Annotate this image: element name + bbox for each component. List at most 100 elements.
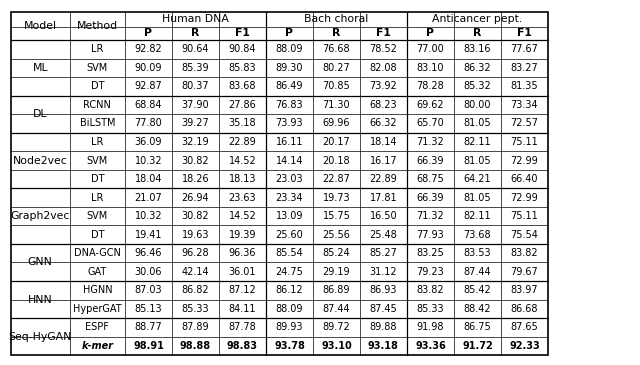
Text: 29.19: 29.19 xyxy=(323,267,350,277)
Bar xyxy=(313,207,360,226)
Text: 17.81: 17.81 xyxy=(370,193,397,203)
Bar xyxy=(407,170,454,188)
Bar xyxy=(172,77,219,96)
Bar xyxy=(454,188,501,207)
Text: 83.82: 83.82 xyxy=(511,248,538,258)
Text: 16.11: 16.11 xyxy=(276,137,303,147)
Bar xyxy=(125,188,172,207)
Bar xyxy=(125,133,172,151)
Bar xyxy=(266,77,313,96)
Bar xyxy=(313,77,360,96)
Text: F1: F1 xyxy=(376,28,391,38)
Bar xyxy=(11,40,70,96)
Text: 65.70: 65.70 xyxy=(417,118,444,128)
Bar xyxy=(125,58,172,77)
Bar xyxy=(11,12,548,355)
Bar xyxy=(266,114,313,133)
Bar xyxy=(407,40,454,58)
Text: 21.07: 21.07 xyxy=(134,193,163,203)
Text: 86.32: 86.32 xyxy=(463,63,492,73)
Bar xyxy=(172,226,219,244)
Text: 14.52: 14.52 xyxy=(228,211,257,221)
Bar xyxy=(219,207,266,226)
Text: 79.23: 79.23 xyxy=(417,267,444,277)
Bar xyxy=(11,133,70,188)
Bar xyxy=(360,281,407,300)
Text: 77.67: 77.67 xyxy=(511,44,538,54)
Bar xyxy=(454,151,501,170)
Text: 72.57: 72.57 xyxy=(510,118,538,128)
Bar xyxy=(219,27,266,40)
Text: DT: DT xyxy=(91,230,104,240)
Text: 82.11: 82.11 xyxy=(463,211,492,221)
Text: 10.32: 10.32 xyxy=(134,155,163,165)
Text: 18.13: 18.13 xyxy=(228,174,256,184)
Text: 23.34: 23.34 xyxy=(276,193,303,203)
Bar xyxy=(360,244,407,262)
Text: DT: DT xyxy=(91,174,104,184)
Text: 98.91: 98.91 xyxy=(133,341,164,351)
Text: 83.68: 83.68 xyxy=(228,81,256,91)
Bar xyxy=(11,96,70,133)
Bar xyxy=(501,27,548,40)
Text: ML: ML xyxy=(33,63,48,73)
Text: F1: F1 xyxy=(517,28,532,38)
Bar xyxy=(219,96,266,114)
Bar xyxy=(360,96,407,114)
Bar xyxy=(313,262,360,281)
Text: 14.14: 14.14 xyxy=(276,155,303,165)
Bar xyxy=(360,318,407,337)
Text: SVM: SVM xyxy=(87,63,108,73)
Text: 78.28: 78.28 xyxy=(417,81,444,91)
Bar xyxy=(172,318,219,337)
Bar xyxy=(70,188,125,207)
Bar xyxy=(501,262,548,281)
Text: 83.25: 83.25 xyxy=(417,248,444,258)
Text: 93.36: 93.36 xyxy=(415,341,446,351)
Bar xyxy=(266,300,313,318)
Text: 83.97: 83.97 xyxy=(511,285,538,295)
Text: 78.52: 78.52 xyxy=(369,44,397,54)
Text: 68.75: 68.75 xyxy=(417,174,444,184)
Text: 83.10: 83.10 xyxy=(417,63,444,73)
Text: 86.82: 86.82 xyxy=(182,285,209,295)
Text: 30.82: 30.82 xyxy=(182,155,209,165)
Text: 86.68: 86.68 xyxy=(511,304,538,314)
Text: 25.60: 25.60 xyxy=(276,230,303,240)
Text: 16.17: 16.17 xyxy=(370,155,397,165)
Bar xyxy=(454,226,501,244)
Text: 79.67: 79.67 xyxy=(511,267,538,277)
Bar xyxy=(219,170,266,188)
Text: 86.93: 86.93 xyxy=(370,285,397,295)
Bar xyxy=(454,300,501,318)
Text: 92.82: 92.82 xyxy=(134,44,163,54)
Bar xyxy=(125,77,172,96)
Bar xyxy=(407,77,454,96)
Text: 18.26: 18.26 xyxy=(182,174,209,184)
Bar xyxy=(125,300,172,318)
Text: 39.27: 39.27 xyxy=(182,118,209,128)
Bar xyxy=(266,58,313,77)
Bar xyxy=(172,40,219,58)
Text: 86.89: 86.89 xyxy=(323,285,350,295)
Bar xyxy=(125,40,172,58)
Bar xyxy=(70,262,125,281)
Bar xyxy=(407,300,454,318)
Text: HyperGAT: HyperGAT xyxy=(73,304,122,314)
Text: 73.93: 73.93 xyxy=(276,118,303,128)
Text: 71.32: 71.32 xyxy=(417,137,444,147)
Text: R: R xyxy=(191,28,200,38)
Bar xyxy=(501,188,548,207)
Bar xyxy=(219,114,266,133)
Text: 89.88: 89.88 xyxy=(370,322,397,333)
Text: 36.09: 36.09 xyxy=(135,137,163,147)
Text: BiLSTM: BiLSTM xyxy=(79,118,115,128)
Text: 85.32: 85.32 xyxy=(463,81,492,91)
Bar xyxy=(360,170,407,188)
Text: P: P xyxy=(426,28,435,38)
Text: 14.52: 14.52 xyxy=(228,155,257,165)
Bar xyxy=(70,207,125,226)
Bar xyxy=(360,77,407,96)
Bar xyxy=(266,170,313,188)
Text: 87.65: 87.65 xyxy=(511,322,538,333)
